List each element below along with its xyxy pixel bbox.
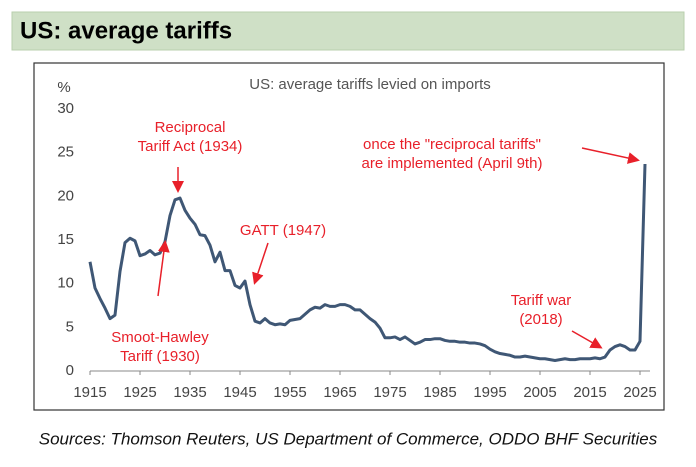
annotation-arrow xyxy=(157,240,170,297)
y-axis-label: % xyxy=(57,79,70,96)
chart-frame xyxy=(33,62,665,411)
annotation-text: Tariff (1930) xyxy=(120,348,200,365)
annotation-arrow xyxy=(571,330,603,349)
data-line xyxy=(88,163,647,363)
annotation-text: once the "reciprocal tariffs" xyxy=(363,136,541,153)
annotation-text: Smoot-Hawley xyxy=(111,329,209,346)
y-tick-label: 0 xyxy=(66,362,74,379)
annotation-text: Tariff Act (1934) xyxy=(138,138,243,155)
y-tick-label: 10 xyxy=(57,275,74,292)
x-tick-label: 1935 xyxy=(173,384,206,401)
x-tick-label: 2025 xyxy=(623,384,656,401)
y-tick-label: 20 xyxy=(57,187,74,204)
x-tick-label: 1925 xyxy=(123,384,156,401)
x-tick-label: 1975 xyxy=(373,384,406,401)
x-tick-label: 2005 xyxy=(523,384,556,401)
annotation-arrow xyxy=(252,242,269,285)
annotation-text: Tariff war xyxy=(511,292,572,309)
x-tick-label: 1965 xyxy=(323,384,356,401)
annotation-text: Reciprocal xyxy=(155,119,226,136)
x-tick-label: 1955 xyxy=(273,384,306,401)
header-band xyxy=(11,11,685,51)
x-tick-label: 1985 xyxy=(423,384,456,401)
source: Sources: Thomson Reuters, US Department … xyxy=(39,429,658,448)
y-tick-label: 5 xyxy=(66,318,74,335)
x-tick-label: 2015 xyxy=(573,384,606,401)
x-tick-label: 1995 xyxy=(473,384,506,401)
y-tick-label: 25 xyxy=(57,144,74,161)
annotation-text: (2018) xyxy=(519,311,562,328)
annotation-arrow xyxy=(581,147,640,164)
annotation-text: GATT (1947) xyxy=(240,222,326,239)
chart-title: US: average tariffs levied on imports xyxy=(249,76,491,93)
y-tick-label: 30 xyxy=(57,100,74,117)
header-title: US: average tariffs xyxy=(20,17,232,44)
y-tick-label: 15 xyxy=(57,231,74,248)
annotation-text: are implemented (April 9th) xyxy=(362,155,543,172)
x-tick-label: 1945 xyxy=(223,384,256,401)
x-tick-label: 1915 xyxy=(73,384,106,401)
